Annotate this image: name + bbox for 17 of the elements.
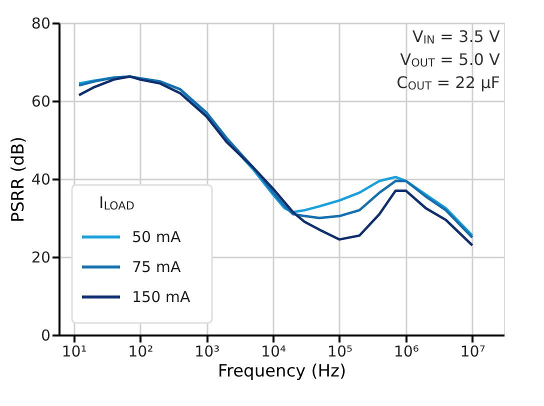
y-tick-label: 60 [31, 92, 50, 110]
y-tick-label: 80 [31, 14, 50, 32]
x-tick-label: 10⁶ [394, 342, 419, 360]
legend-label: 50 mA [132, 228, 182, 246]
x-tick-label: 10³ [194, 342, 220, 360]
y-axis-title: PSRR (dB) [8, 136, 28, 222]
x-tick-label: 10⁷ [460, 342, 486, 360]
legend-label: 75 mA [132, 258, 182, 276]
y-tick-label: 20 [31, 248, 50, 266]
x-tick-label: 10² [128, 342, 154, 360]
x-tick-label: 10⁵ [327, 342, 353, 360]
y-tick-label: 40 [31, 170, 50, 188]
y-tick-label: 0 [40, 326, 50, 344]
x-tick-label: 10⁴ [260, 342, 286, 360]
x-axis-title: Frequency (Hz) [218, 362, 346, 382]
legend-label: 150 mA [132, 288, 192, 306]
x-tick-label: 10¹ [62, 342, 87, 360]
